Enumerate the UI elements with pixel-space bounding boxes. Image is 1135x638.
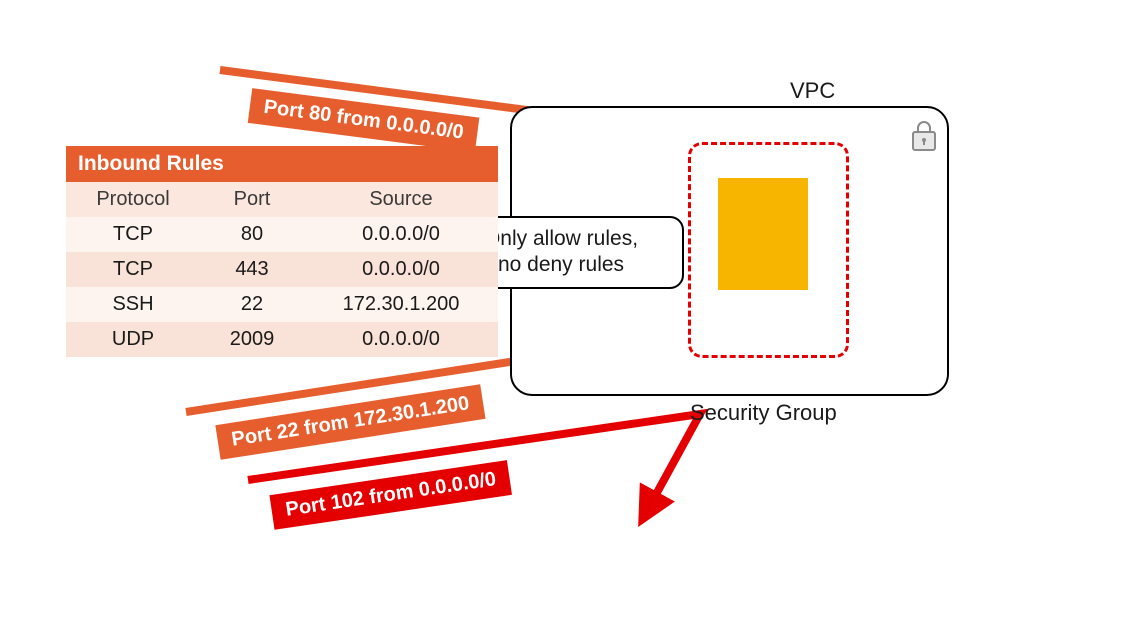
table-row: TCP4430.0.0.0/0 [66, 252, 498, 287]
cell-port: 80 [200, 217, 304, 252]
arrow-label-port-80: Port 80 from 0.0.0.0/0 [248, 88, 480, 152]
cell-source: 172.30.1.200 [304, 287, 498, 322]
cell-source: 0.0.0.0/0 [304, 252, 498, 287]
resource-box [718, 178, 808, 290]
cell-source: 0.0.0.0/0 [304, 217, 498, 252]
cell-port: 2009 [200, 322, 304, 357]
vpc-label: VPC [790, 78, 835, 104]
cell-port: 443 [200, 252, 304, 287]
col-protocol: Protocol [66, 182, 200, 217]
table-row: TCP800.0.0.0/0 [66, 217, 498, 252]
col-source: Source [304, 182, 498, 217]
cell-protocol: TCP [66, 217, 200, 252]
security-group-label: Security Group [690, 400, 837, 426]
diagram-stage: VPC Security Group Only allow rules, no … [0, 0, 1135, 638]
table-row: UDP20090.0.0.0/0 [66, 322, 498, 357]
cell-protocol: UDP [66, 322, 200, 357]
col-port: Port [200, 182, 304, 217]
cell-source: 0.0.0.0/0 [304, 322, 498, 357]
inbound-rules-table: Inbound Rules Protocol Port Source TCP80… [66, 146, 498, 357]
cell-protocol: TCP [66, 252, 200, 287]
table-title: Inbound Rules [66, 146, 498, 182]
arrow-label-port-102: Port 102 from 0.0.0.0/0 [269, 460, 512, 530]
cell-protocol: SSH [66, 287, 200, 322]
table-title-row: Inbound Rules [66, 146, 498, 182]
callout-line2: no deny rules [498, 253, 624, 276]
callout-line1: Only allow rules, [484, 227, 638, 250]
lock-icon [910, 118, 938, 152]
table-row: SSH22172.30.1.200 [66, 287, 498, 322]
arrow-label-port-22: Port 22 from 172.30.1.200 [215, 384, 485, 460]
table-header-row: Protocol Port Source [66, 182, 498, 217]
cell-port: 22 [200, 287, 304, 322]
